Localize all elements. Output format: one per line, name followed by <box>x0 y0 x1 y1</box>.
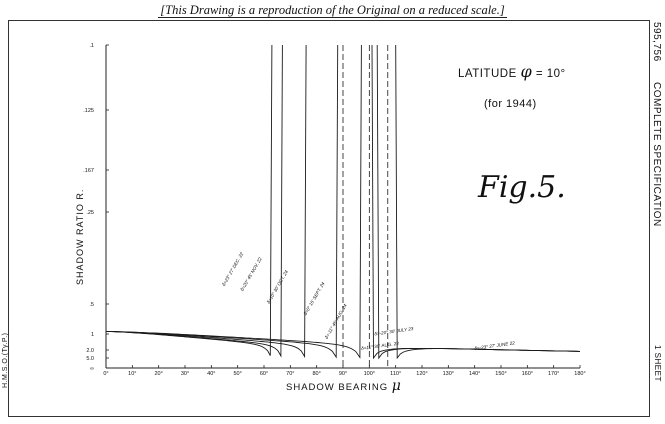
x-tick-label: 50° <box>234 371 242 377</box>
series-label: δ=-23° 27' JUNE 22 <box>474 340 515 351</box>
y-tick-label: .25 <box>86 210 94 216</box>
series-curve <box>105 44 307 359</box>
year-label: (for 1944) <box>484 98 537 110</box>
latitude-text: LATITUDE <box>458 68 517 80</box>
figure-title: Fig.5. <box>478 170 566 205</box>
x-tick-label: 140° <box>469 371 480 377</box>
x-tick-label: 10° <box>128 371 136 377</box>
series-curve <box>371 44 581 360</box>
x-tick-label: 30° <box>181 371 189 377</box>
x-tick-label: 40° <box>207 371 215 377</box>
series-curve <box>105 44 283 358</box>
x-tick-label: 0° <box>103 371 108 377</box>
y-tick-label: .1 <box>89 43 94 49</box>
series-label: δ=0° 15' SEPT. 24 <box>303 281 326 316</box>
x-tick-label: 170° <box>548 371 559 377</box>
x-tick-label: 110° <box>390 371 401 377</box>
series-label: δ=10° 30' OCT. 24 <box>266 269 289 304</box>
x-tick-label: 160° <box>522 371 533 377</box>
drawing-frame <box>8 20 650 417</box>
series-label: δ=23° 27' DEC. 22 <box>221 251 245 287</box>
sheet-label: 1 SHEET <box>653 345 662 382</box>
x-tick-label: 80° <box>313 371 321 377</box>
phi-symbol: φ <box>520 62 533 81</box>
x-tick-label: 180° <box>574 371 585 377</box>
series-curve <box>105 44 273 356</box>
x-axis-label-text: SHADOW BEARING <box>286 382 389 393</box>
series-curve <box>105 44 362 359</box>
y-tick-label: .5 <box>89 302 94 308</box>
y-tick-label: 5.0 <box>86 356 94 362</box>
header-note: [This Drawing is a reproduction of the O… <box>0 3 665 18</box>
spec-label: COMPLETE SPECIFICATION <box>651 82 662 227</box>
x-tick-label: 150° <box>495 371 506 377</box>
series-label: δ=11° 30' AUG. 22 <box>361 341 400 351</box>
patent-number: 595,756 <box>651 22 662 62</box>
y-tick-label: .167 <box>83 168 94 174</box>
x-tick-label: 100° <box>364 371 375 377</box>
x-tick-label: 90° <box>339 371 347 377</box>
series-label: δ=20° 45' NOV. 22 <box>239 256 263 292</box>
x-tick-label: 120° <box>416 371 427 377</box>
x-tick-label: 60° <box>260 371 268 377</box>
y-tick-label: 1 <box>91 332 94 338</box>
y-axis-label: SHADOW RATIO R. <box>75 188 85 285</box>
latitude-label: LATITUDE φ = 10° <box>458 62 566 81</box>
x-tick-label: 20° <box>155 371 163 377</box>
y-tick-label: 2.0 <box>86 348 94 354</box>
header-note-text: [This Drawing is a reproduction of the O… <box>158 3 507 18</box>
series-label: δ=-20° 30' JULY 23 <box>374 326 414 336</box>
y-tick-label: .125 <box>83 108 94 114</box>
x-tick-label: 70° <box>286 371 294 377</box>
latitude-value: = 10° <box>535 68 566 80</box>
series-curve <box>105 44 339 359</box>
x-tick-label: 130° <box>443 371 454 377</box>
x-axis-label: SHADOW BEARING μ <box>286 378 402 394</box>
printer-mark: H.M.S.O.(Ty.P.) <box>2 332 9 388</box>
mu-symbol: μ <box>391 378 402 394</box>
y-tick-label: ∞ <box>90 366 94 372</box>
